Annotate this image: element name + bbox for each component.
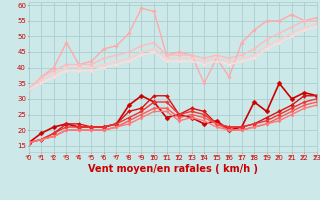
X-axis label: Vent moyen/en rafales ( km/h ): Vent moyen/en rafales ( km/h ) bbox=[88, 164, 258, 174]
